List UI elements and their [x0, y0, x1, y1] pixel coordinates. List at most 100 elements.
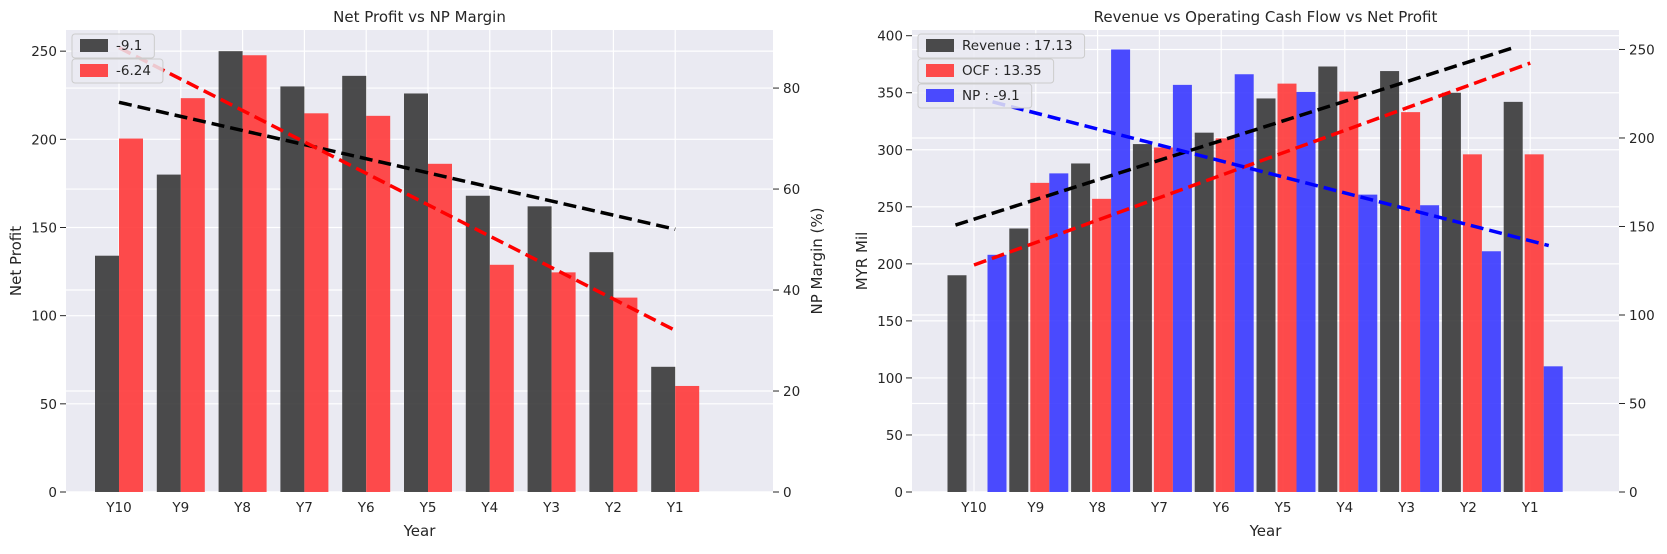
chart-net-profit-vs-np-margin: 0 50 100 150 200 250 0 20 40 60 80 Y10 Y9 Y8 Y7 Y6 Y5 Y4 Y…: [7, 8, 826, 540]
x-axis-label: Year: [1249, 522, 1283, 540]
bar: [1030, 182, 1050, 492]
y-tick-label: 200: [31, 132, 57, 148]
y2-tick-label: 50: [1629, 396, 1646, 412]
bar: [1049, 173, 1069, 492]
y-tick-label: 100: [31, 309, 57, 325]
bar: [304, 113, 329, 493]
x-tick-label: Y6: [1212, 500, 1230, 516]
legend-swatch: [80, 39, 108, 52]
bar: [1256, 98, 1276, 492]
y-tick-label: 50: [886, 428, 903, 444]
bar: [1481, 251, 1501, 492]
bar: [1092, 198, 1112, 492]
bar: [218, 51, 243, 492]
x-tick-label: Y1: [1521, 500, 1539, 516]
x-tick-label: Y6: [357, 500, 375, 516]
bar: [1543, 366, 1563, 492]
x-tick-label: Y1: [666, 500, 684, 516]
ticks: 0 50 100 150 200 250 0 20 40 60 80 Y10 Y9 Y8 Y7 Y6 Y5 Y4 Y…: [31, 44, 800, 516]
x-tick-label: Y2: [604, 500, 622, 516]
y2-tick-label: 60: [783, 182, 800, 198]
bar: [156, 174, 181, 493]
x-tick-label: Y8: [1088, 500, 1106, 516]
bar: [1111, 49, 1131, 493]
trendline: [118, 100, 676, 231]
legend-label: OCF : 13.35: [962, 63, 1042, 79]
bar: [95, 255, 119, 492]
bar: [280, 86, 305, 492]
y2-tick-label: 80: [783, 81, 800, 97]
bar: [1503, 101, 1523, 492]
bar: [1071, 163, 1091, 492]
y-tick-label: 150: [877, 314, 903, 330]
x-tick-label: Y3: [1397, 500, 1415, 516]
legend-box: [917, 33, 1086, 59]
bar: [589, 252, 614, 492]
bar: [366, 115, 391, 493]
x-tick-label: Y5: [419, 500, 437, 516]
bar: [428, 163, 452, 492]
x-tick-label: Y10: [960, 500, 986, 516]
y-tick-label: 100: [877, 371, 903, 387]
x-tick-label: Y4: [1335, 500, 1353, 516]
trendline: [973, 61, 1531, 267]
bar: [1339, 91, 1359, 492]
y-tick-label: 250: [877, 200, 903, 216]
bars: [95, 51, 700, 493]
bar: [1194, 132, 1214, 492]
x-tick-label: Y2: [1459, 500, 1477, 516]
x-tick-label: Y10: [105, 500, 131, 516]
bar: [404, 93, 428, 492]
bar: [651, 366, 676, 492]
y-axis-label: MYR Mil: [853, 232, 871, 291]
legend-swatch: [926, 39, 954, 52]
bar: [1153, 147, 1173, 493]
bar: [180, 98, 205, 492]
x-tick-label: Y5: [1274, 500, 1292, 516]
y2-tick-label: 40: [783, 283, 800, 299]
x-tick-label: Y7: [1150, 500, 1168, 516]
y2-tick-label: 20: [783, 384, 800, 400]
chart-title: Net Profit vs NP Margin: [333, 8, 506, 26]
bar: [987, 254, 1007, 492]
y2-tick-label: 100: [1629, 308, 1655, 324]
y-tick-label: 400: [877, 29, 903, 45]
y-tick-label: 0: [894, 485, 903, 501]
bar: [1172, 84, 1192, 492]
x-tick-label: Y9: [1026, 500, 1044, 516]
y2-tick-label: 150: [1629, 219, 1655, 235]
bar: [1401, 112, 1421, 492]
y2-tick-label: 0: [1629, 485, 1638, 501]
bar: [1277, 83, 1297, 493]
x-tick-label: Y9: [171, 500, 189, 516]
y-tick-label: 0: [48, 485, 57, 501]
bars: [947, 49, 1563, 493]
bar: [527, 206, 552, 492]
bar: [1132, 144, 1152, 492]
bar: [1420, 205, 1440, 492]
trendline: [992, 100, 1550, 248]
trendlines: [118, 46, 676, 332]
bar: [1215, 138, 1235, 493]
bar: [1462, 154, 1482, 492]
legend-swatch: [80, 64, 108, 77]
bar: [1318, 66, 1338, 493]
y2-axis-label: NP Margin (%): [808, 208, 826, 315]
legend-label: -6.24: [116, 63, 151, 79]
x-tick-label: Y7: [295, 500, 313, 516]
bar: [1296, 91, 1316, 492]
y-tick-label: 250: [31, 44, 57, 60]
bar: [675, 385, 700, 492]
y-tick-label: 300: [877, 143, 903, 159]
x-tick-label: Y8: [233, 500, 251, 516]
x-axis-label: Year: [403, 522, 437, 540]
legend-swatch: [926, 64, 954, 77]
trendlines: [954, 46, 1550, 267]
bar: [613, 297, 638, 492]
y-tick-label: 150: [31, 220, 57, 236]
y-tick-label: 200: [877, 257, 903, 273]
x-tick-label: Y4: [480, 500, 498, 516]
legend-label: Revenue : 17.13: [962, 38, 1073, 54]
